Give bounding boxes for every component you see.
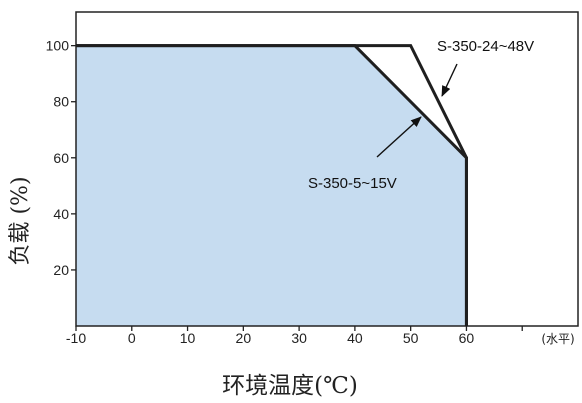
x-axis-unit-note: (水平) bbox=[541, 332, 574, 346]
x-tick-label: 50 bbox=[403, 330, 419, 346]
series-label-s-350-24-48v: S-350-24~48V bbox=[437, 38, 534, 55]
y-tick-label: 100 bbox=[46, 38, 70, 54]
y-tick-label: 20 bbox=[53, 262, 69, 278]
series-arrow-s-350-5-15v bbox=[376, 116, 422, 158]
area-fill-layer bbox=[76, 45, 467, 327]
x-tick-label: 10 bbox=[180, 330, 196, 346]
plot-frame bbox=[75, 11, 579, 327]
y-tick-label: 60 bbox=[53, 150, 69, 166]
x-tick-label: 0 bbox=[128, 330, 136, 346]
x-tick-label: -10 bbox=[66, 330, 86, 346]
series-arrow-s-350-24-48v bbox=[441, 63, 458, 97]
series-line-s-350-5-15v bbox=[76, 44, 468, 326]
series-line-layer bbox=[76, 44, 468, 326]
y-axis-title: 负载 (%) bbox=[8, 176, 33, 265]
x-tick-label: 40 bbox=[347, 330, 363, 346]
x-axis-title: 环境温度(℃) bbox=[222, 373, 358, 399]
tick-layer bbox=[71, 44, 523, 331]
y-tick-label: 80 bbox=[53, 94, 69, 110]
x-tick-label: 20 bbox=[236, 330, 252, 346]
series-area-s-350-5-15v bbox=[76, 45, 467, 327]
x-tick-label: 60 bbox=[459, 330, 475, 346]
x-tick-label: 30 bbox=[291, 330, 307, 346]
y-tick-label: 40 bbox=[53, 206, 69, 222]
label-layer: -10 0 10 20 30 40 50 60 20 40 60 80 100 S-350-24~48V S… bbox=[46, 38, 535, 346]
series-label-s-350-5-15v: S-350-5~15V bbox=[308, 175, 397, 192]
